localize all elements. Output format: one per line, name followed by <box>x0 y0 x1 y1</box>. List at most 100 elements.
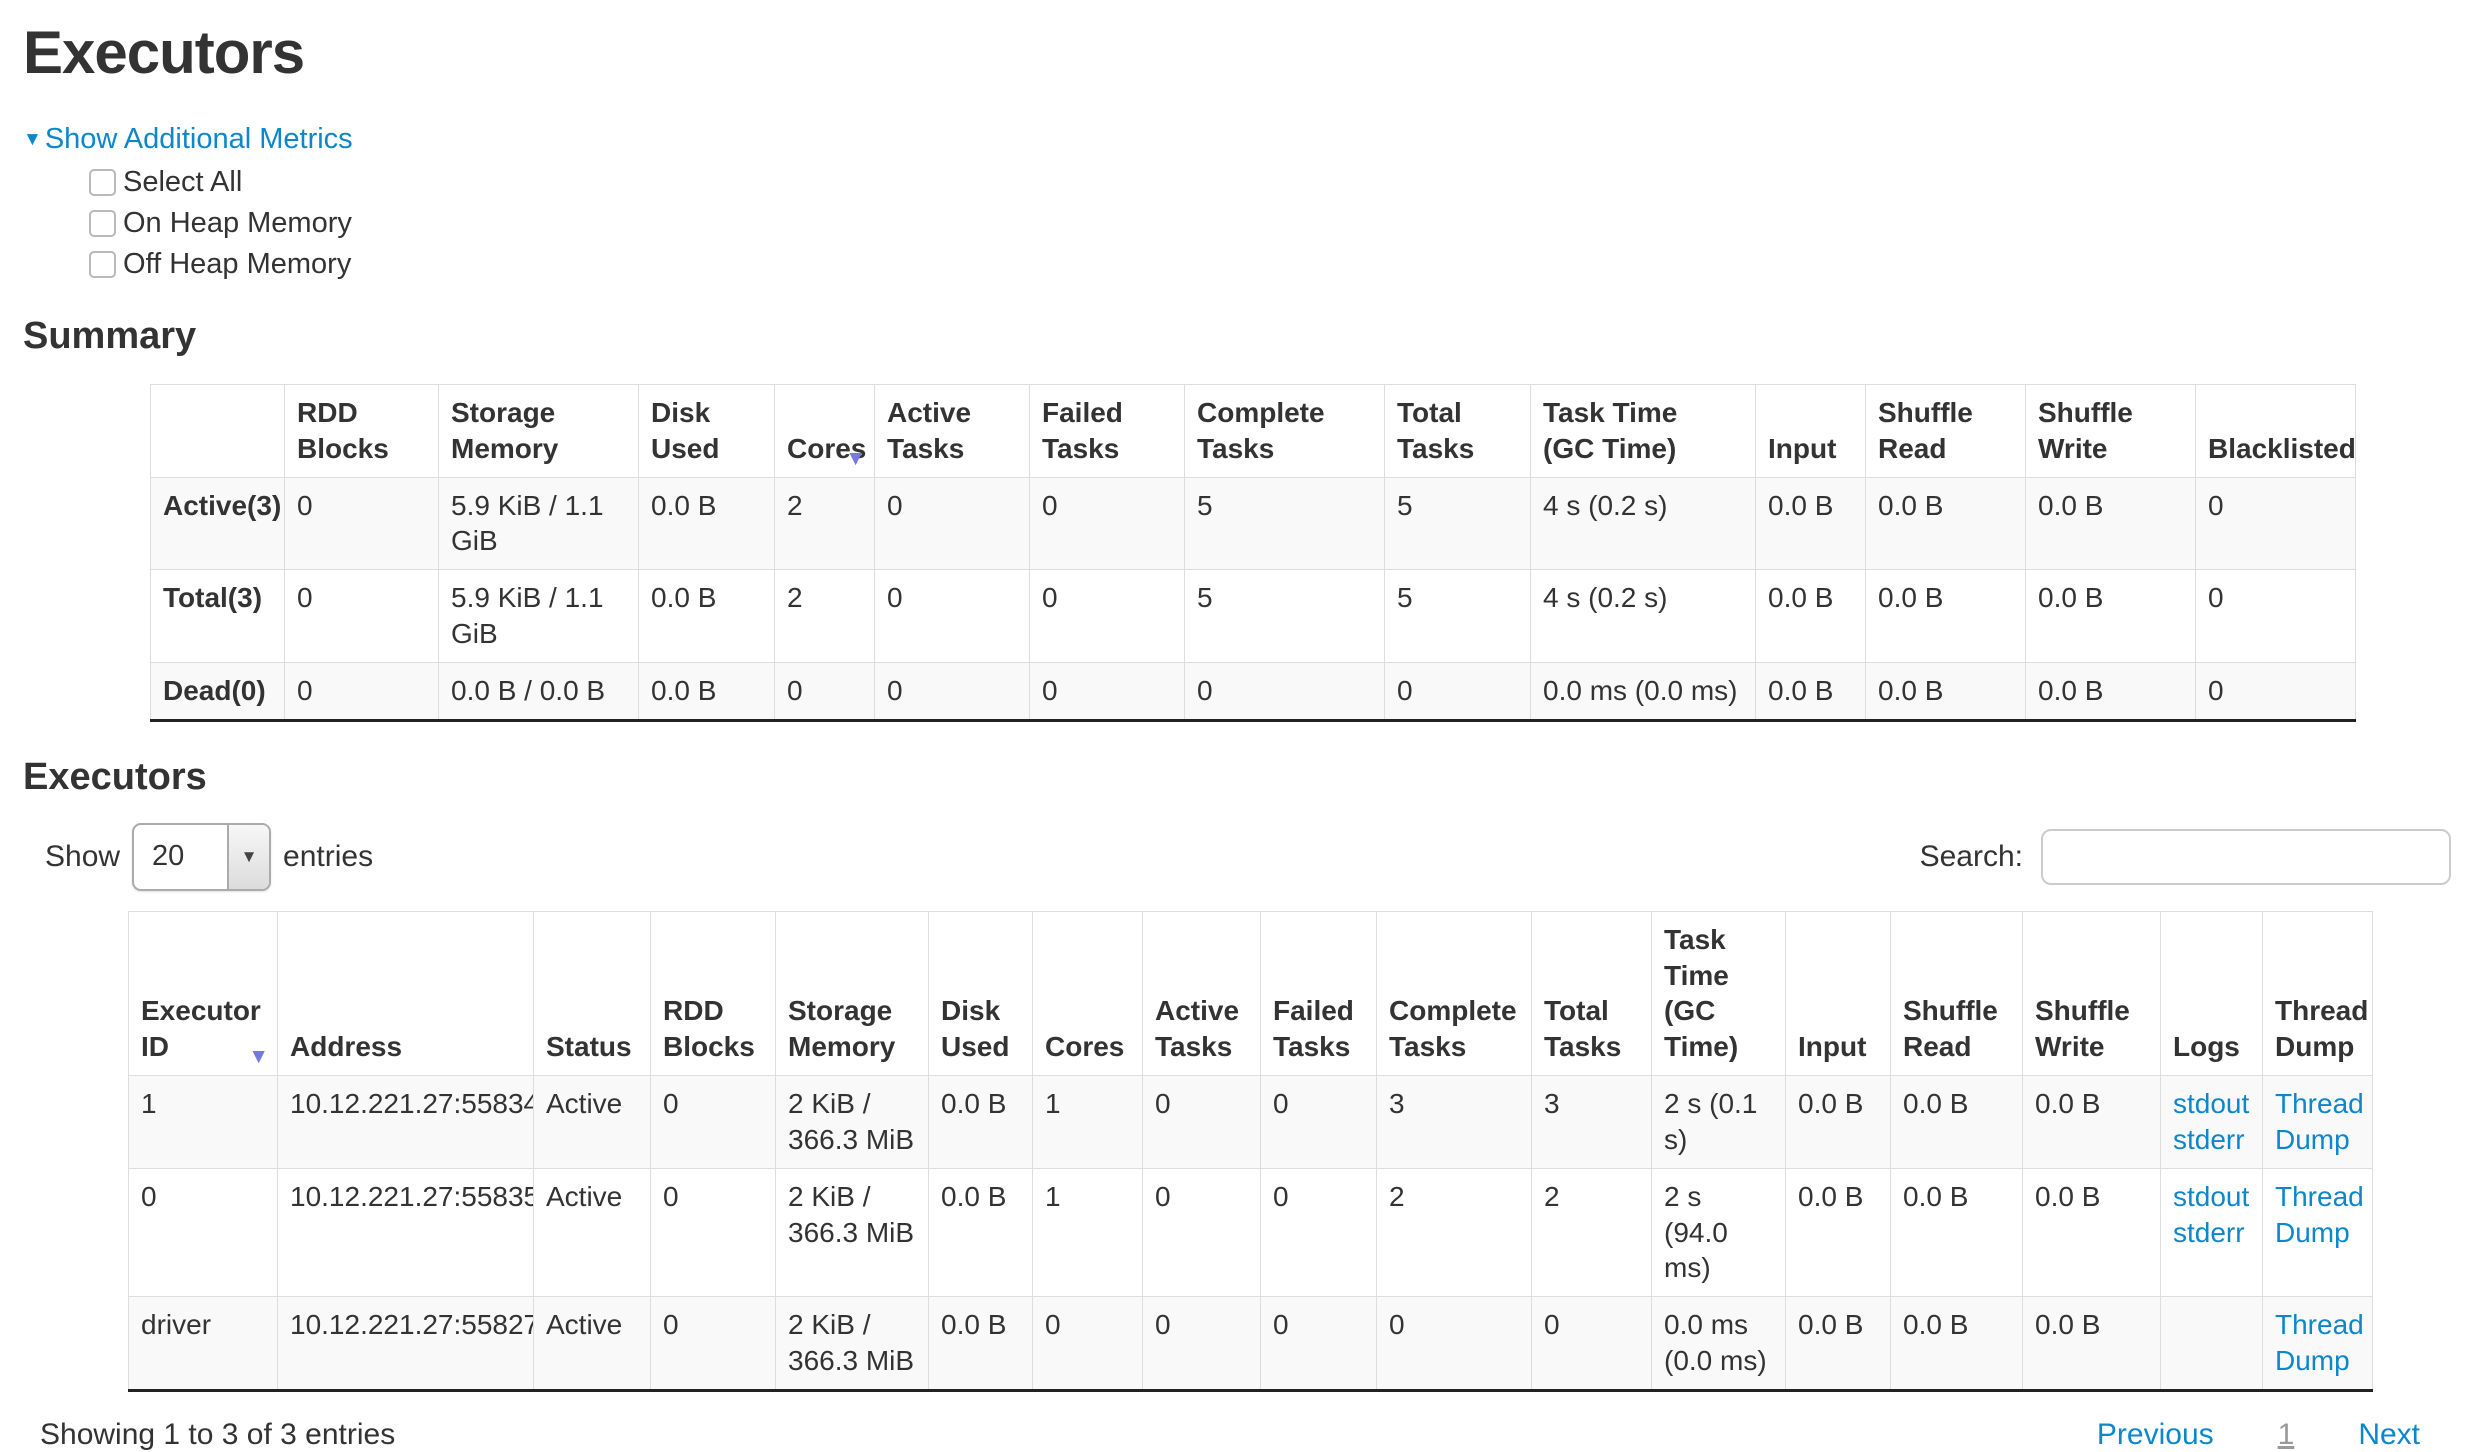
column-header-total-tasks[interactable]: Total Tasks <box>1531 910 1652 1077</box>
search-input[interactable] <box>2041 828 2451 885</box>
executors-heading: Executors <box>23 755 207 798</box>
table-cell: 0 <box>2195 661 2356 721</box>
column-header-active-tasks[interactable]: Active Tasks <box>1142 910 1261 1077</box>
column-header-shuffle-read[interactable]: Shuffle Read <box>1865 384 2026 478</box>
column-header-total-tasks[interactable]: Total Tasks <box>1384 384 1531 478</box>
page-number-1[interactable]: 1 <box>2277 1417 2295 1451</box>
column-header-input[interactable]: Input <box>1785 910 1891 1077</box>
column-header-thread-dump[interactable]: Thread Dump <box>2262 910 2373 1077</box>
table-cell: 0 <box>1029 476 1185 571</box>
column-header-disk-used[interactable]: Disk Used <box>638 384 775 478</box>
column-header-storage-memory[interactable]: Storage Memory <box>438 384 639 478</box>
metric-option-label: On Heap Memory <box>123 207 352 239</box>
table-cell: 0 <box>1260 1167 1377 1298</box>
table-cell: 10.12.221.27:55827 <box>277 1296 534 1391</box>
thread-dump-link[interactable]: Thread Dump <box>2275 1088 2364 1155</box>
table-cell: 0 <box>650 1075 776 1169</box>
show-entries-control: Show 20 ▼ entries <box>45 822 373 891</box>
column-header-storage-memory[interactable]: Storage Memory <box>775 910 929 1077</box>
off-heap-memory-checkbox[interactable] <box>89 251 116 278</box>
stderr-link[interactable]: stderr <box>2173 1216 2245 1248</box>
show-additional-metrics-link[interactable]: Show Additional Metrics <box>44 123 353 155</box>
table-cell: 0.0 B <box>638 476 775 571</box>
stdout-link[interactable]: stdout <box>2173 1088 2250 1120</box>
column-header-logs[interactable]: Logs <box>2160 910 2263 1077</box>
column-header-disk-used[interactable]: Disk Used <box>928 910 1033 1077</box>
column-header-status[interactable]: Status <box>533 910 651 1077</box>
metric-option-label: Off Heap Memory <box>123 248 352 280</box>
table-cell: Active <box>533 1075 651 1169</box>
table-cell: 2 KiB / 366.3 MiB <box>775 1167 929 1298</box>
on-heap-memory-checkbox[interactable] <box>89 210 116 237</box>
show-additional-metrics-toggle[interactable]: ▼ Show Additional Metrics <box>23 123 2466 156</box>
table-cell: 0.0 B <box>2022 1167 2161 1298</box>
column-header-task-time-gc-time[interactable]: Task Time (GC Time) <box>1651 910 1786 1077</box>
column-header-blacklisted[interactable]: Blacklisted <box>2195 384 2356 478</box>
table-cell: 0.0 B <box>1785 1167 1891 1298</box>
search-control: Search: <box>1919 828 2451 885</box>
table-cell: 10.12.221.27:55835 <box>277 1167 534 1298</box>
previous-page-button[interactable]: Previous <box>2096 1417 2214 1451</box>
column-header-input[interactable]: Input <box>1755 384 1866 478</box>
select-all-checkbox[interactable] <box>89 169 116 196</box>
column-header-task-time-gc-time[interactable]: Task Time (GC Time) <box>1530 384 1756 478</box>
table-row: driver 10.12.221.27:55827 Active 0 2 KiB / 3… <box>128 1296 2373 1391</box>
table-cell: 2 KiB / 366.3 MiB <box>775 1075 929 1169</box>
column-header-complete-tasks[interactable]: Complete Tasks <box>1376 910 1532 1077</box>
table-cell: 0.0 B <box>1865 476 2026 571</box>
thread-dump-link[interactable]: Thread Dump <box>2275 1309 2364 1377</box>
table-cell: Thread Dump <box>2262 1075 2373 1169</box>
table-cell: 0 <box>650 1296 776 1391</box>
table-cell: 10.12.221.27:55834 <box>277 1075 534 1169</box>
table-cell: 0.0 B <box>928 1296 1033 1391</box>
stderr-link[interactable]: stderr <box>2173 1123 2245 1155</box>
thread-dump-link[interactable]: Thread Dump <box>2275 1180 2364 1248</box>
table-cell: 0 <box>2195 476 2356 571</box>
metric-option-label: Select All <box>123 166 243 198</box>
table-cell: 0.0 B <box>1755 569 1866 663</box>
table-cell: 0.0 B <box>928 1167 1033 1298</box>
summary-heading: Summary <box>23 315 197 357</box>
table-cell: 0 <box>874 661 1030 721</box>
table-cell: 0.0 B <box>1755 661 1866 721</box>
table-cell: 0 <box>1029 661 1185 721</box>
column-header-shuffle-write[interactable]: Shuffle Write <box>2022 910 2161 1077</box>
column-header-active-tasks[interactable]: Active Tasks <box>874 384 1030 478</box>
table-cell: 0 <box>128 1167 278 1298</box>
column-header-complete-tasks[interactable]: Complete Tasks <box>1184 384 1385 478</box>
stdout-link[interactable]: stdout <box>2173 1180 2250 1212</box>
column-header-address[interactable]: Address <box>277 910 534 1077</box>
table-cell: 0.0 B <box>1890 1075 2023 1169</box>
table-cell: 0 <box>1260 1296 1377 1391</box>
search-label: Search: <box>1919 839 2023 873</box>
table-row: 0 10.12.221.27:55835 Active 0 2 KiB / 366.3 … <box>128 1167 2373 1298</box>
table-cell: 0.0 B <box>2025 569 2196 663</box>
column-header-failed-tasks[interactable]: Failed Tasks <box>1029 384 1185 478</box>
table-cell: 2 s (94.0 ms) <box>1651 1167 1786 1298</box>
column-header-failed-tasks[interactable]: Failed Tasks <box>1260 910 1377 1077</box>
table-cell: 0 <box>284 476 439 571</box>
column-header-rdd-blocks[interactable]: RDD Blocks <box>284 384 439 478</box>
header-row: RDD Blocks Storage Memory Disk Used Cores ▼ A… <box>150 384 2356 478</box>
table-cell: 5 <box>1184 569 1385 663</box>
next-page-button[interactable]: Next <box>2358 1417 2420 1451</box>
table-cell: stdout stderr <box>2160 1075 2263 1169</box>
table-cell: 0 <box>1531 1296 1652 1391</box>
table-cell: 5 <box>1384 569 1531 663</box>
table-cell: 0 <box>2195 569 2356 663</box>
column-header-shuffle-write[interactable]: Shuffle Write <box>2025 384 2196 478</box>
column-header-rdd-blocks[interactable]: RDD Blocks <box>650 910 776 1077</box>
table-cell: 0.0 ms (0.0 ms) <box>1530 661 1756 721</box>
table-cell: 0.0 B <box>1785 1296 1891 1391</box>
executors-table: Executor ID ▼ Address Status RDD Blocks Stora… <box>128 910 2373 1392</box>
column-header-empty[interactable] <box>150 384 285 478</box>
column-header-shuffle-read[interactable]: Shuffle Read <box>1890 910 2023 1077</box>
column-header-executor-id[interactable]: Executor ID ▼ <box>128 910 278 1077</box>
table-cell: 0 <box>1142 1167 1261 1298</box>
table-cell: 0.0 B <box>1865 569 2026 663</box>
column-header-cores[interactable]: Cores <box>1032 910 1143 1077</box>
page-size-select[interactable]: 20 ▼ <box>132 822 272 891</box>
column-header-cores[interactable]: Cores ▼ <box>774 384 875 478</box>
